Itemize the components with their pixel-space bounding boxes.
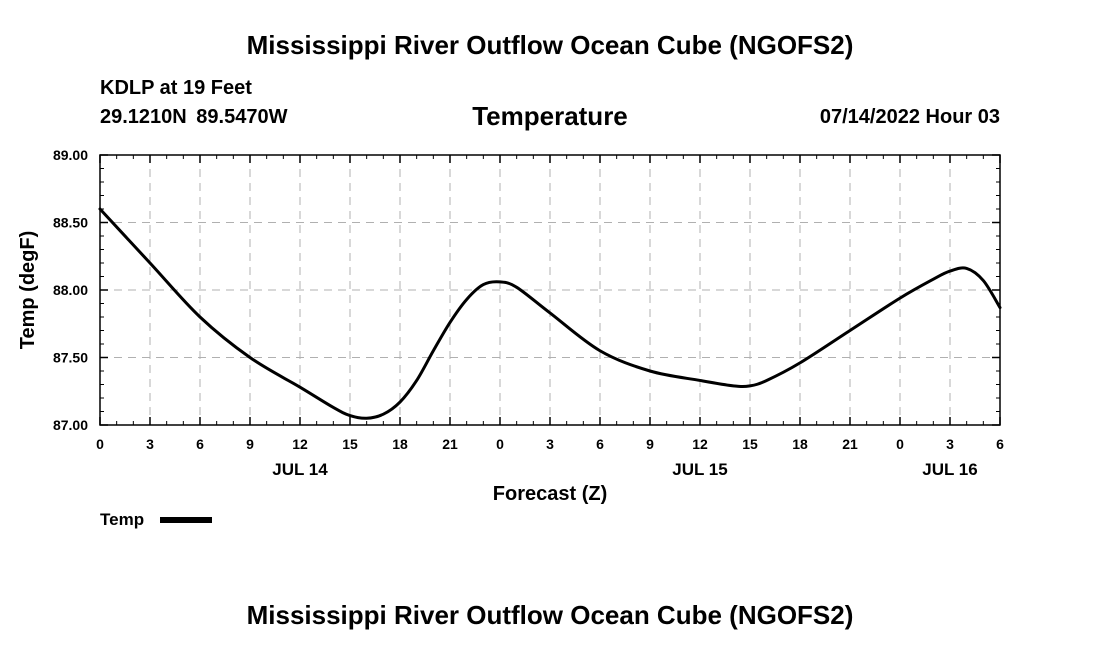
x-tick-label: 0 xyxy=(896,436,904,452)
day-label: JUL 16 xyxy=(922,460,977,479)
station-label: KDLP at 19 Feet xyxy=(100,77,252,99)
x-tick-label: 0 xyxy=(96,436,104,452)
x-tick-label: 18 xyxy=(792,436,808,452)
y-tick-label: 87.00 xyxy=(53,417,88,433)
y-tick-label: 87.50 xyxy=(53,350,88,366)
x-tick-label: 15 xyxy=(342,436,358,452)
day-label: JUL 15 xyxy=(672,460,727,479)
x-tick-label: 21 xyxy=(842,436,858,452)
x-tick-label: 6 xyxy=(196,436,204,452)
series-line-temp xyxy=(98,207,1002,420)
plot-frame xyxy=(99,154,1001,426)
x-tick-label: 6 xyxy=(596,436,604,452)
x-tick-label: 3 xyxy=(146,436,154,452)
chart-title: Mississippi River Outflow Ocean Cube (NG… xyxy=(246,30,854,60)
grid xyxy=(100,155,1000,425)
x-tick-label: 9 xyxy=(246,436,254,452)
y-tick-label: 88.00 xyxy=(53,282,88,298)
legend: Temp xyxy=(100,510,212,529)
legend-swatch-temp xyxy=(160,517,212,523)
chart-subtitle: Temperature xyxy=(472,101,628,131)
axis-labels: 0 3 6 9 12 15 18 21 0 3 6 9 12 15 18 21 0 3 6 87.00 87.50 88.… xyxy=(53,147,1004,479)
station-coordinates: 29.1210N 89.5470W xyxy=(100,106,288,128)
x-tick-label: 21 xyxy=(442,436,458,452)
x-tick-label: 0 xyxy=(496,436,504,452)
x-tick-label: 12 xyxy=(292,436,308,452)
x-tick-label: 18 xyxy=(392,436,408,452)
x-axis-label: Forecast (Z) xyxy=(493,483,607,505)
y-axis-label: Temp (degF) xyxy=(17,231,39,350)
forecast-datetime: 07/14/2022 Hour 03 xyxy=(819,106,1000,128)
x-tick-label: 3 xyxy=(946,436,954,452)
footer-title: Mississippi River Outflow Ocean Cube (NG… xyxy=(246,600,854,630)
x-tick-label: 15 xyxy=(742,436,758,452)
x-tick-label: 12 xyxy=(692,436,708,452)
day-label: JUL 14 xyxy=(272,460,328,479)
y-tick-label: 88.50 xyxy=(53,215,88,231)
series-layer xyxy=(98,207,1002,420)
x-tick-label: 9 xyxy=(646,436,654,452)
x-tick-label: 3 xyxy=(546,436,554,452)
y-tick-label: 89.00 xyxy=(53,147,88,163)
x-tick-label: 6 xyxy=(996,436,1004,452)
legend-label-temp: Temp xyxy=(100,510,144,529)
